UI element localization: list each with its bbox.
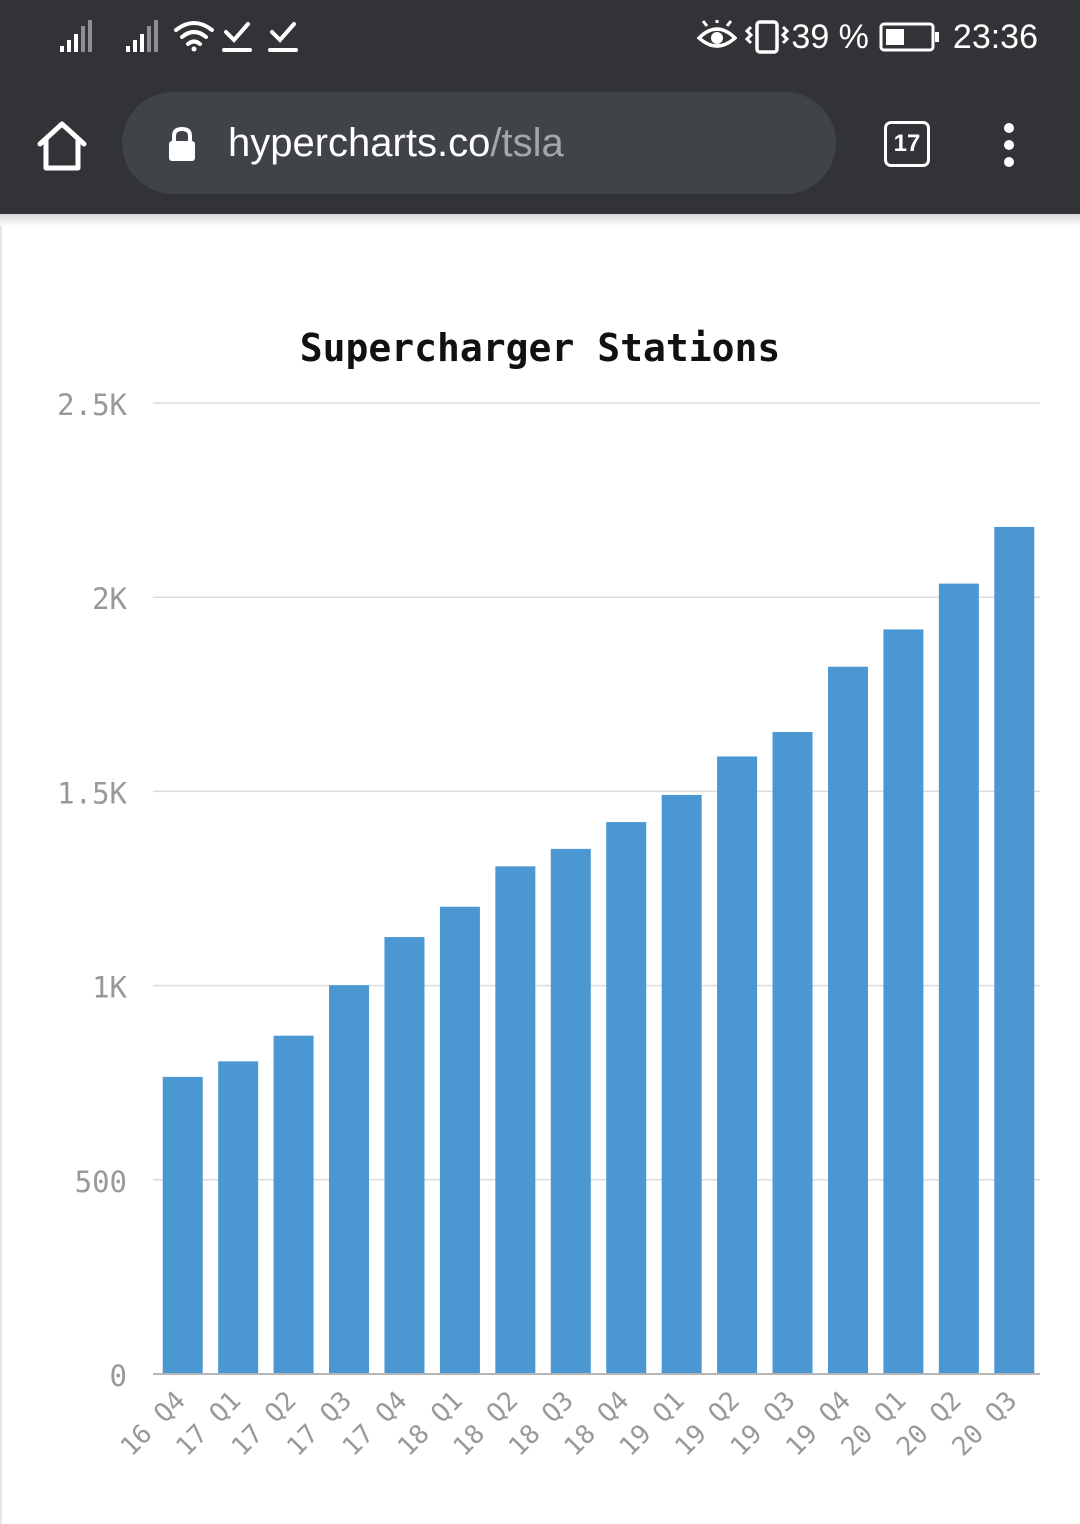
clock: 23:36 — [952, 17, 1038, 56]
bar — [827, 666, 868, 1374]
status-icons-right: 39 % 23:36 — [697, 14, 1038, 60]
chart-title: Supercharger Stations — [299, 326, 781, 370]
y-tick-label: 0 — [110, 1359, 127, 1393]
url-text: hypercharts.co/tsla — [228, 119, 564, 167]
eye-icon — [697, 20, 738, 48]
signal-icon — [126, 20, 158, 52]
bar — [550, 848, 591, 1374]
status-bar: 39 % 23:36 — [0, 0, 1080, 76]
status-icons-left — [60, 20, 298, 52]
lock-icon — [169, 126, 195, 161]
bar — [717, 756, 758, 1374]
bar — [994, 526, 1035, 1374]
battery-percent: 39 % — [791, 17, 869, 56]
url-path: /tsla — [490, 121, 564, 165]
y-tick-label: 500 — [75, 1165, 127, 1199]
y-tick-label: 2K — [92, 582, 127, 616]
url-host: hypercharts.co — [228, 121, 491, 165]
y-tick-label: 2.5K — [57, 388, 127, 422]
home-icon[interactable] — [34, 118, 90, 174]
bar — [883, 629, 924, 1374]
bar — [661, 794, 702, 1374]
download-done-icon — [222, 22, 252, 52]
more-vert-icon[interactable] — [994, 120, 1024, 170]
x-tick-label: 20 Q3 — [947, 1386, 1024, 1463]
bar — [384, 937, 425, 1374]
y-tick-label: 1K — [92, 971, 127, 1005]
bar — [495, 866, 536, 1374]
bar — [162, 1076, 203, 1374]
bar — [938, 583, 979, 1374]
wifi-icon — [174, 21, 214, 52]
chart-container: Supercharger Stations 0 500 1K 1.5K 2K 2.5K 16… — [0, 226, 1080, 1524]
download-done-icon — [268, 22, 298, 52]
vibrate-icon — [745, 20, 790, 54]
signal-icon — [60, 20, 92, 52]
tab-switcher-button[interactable]: 17 — [884, 121, 930, 167]
bar — [329, 985, 370, 1374]
bar — [439, 906, 480, 1374]
bar — [772, 731, 813, 1374]
browser-toolbar: hypercharts.co/tsla 17 — [0, 76, 1080, 214]
toolbar-shadow — [0, 214, 1080, 226]
address-bar[interactable]: hypercharts.co/tsla — [122, 92, 836, 194]
y-tick-label: 1.5K — [57, 776, 127, 810]
page-edge — [0, 226, 2, 1524]
bar — [218, 1061, 259, 1374]
battery-icon — [879, 22, 939, 52]
bar — [606, 822, 647, 1374]
bar — [273, 1035, 314, 1374]
